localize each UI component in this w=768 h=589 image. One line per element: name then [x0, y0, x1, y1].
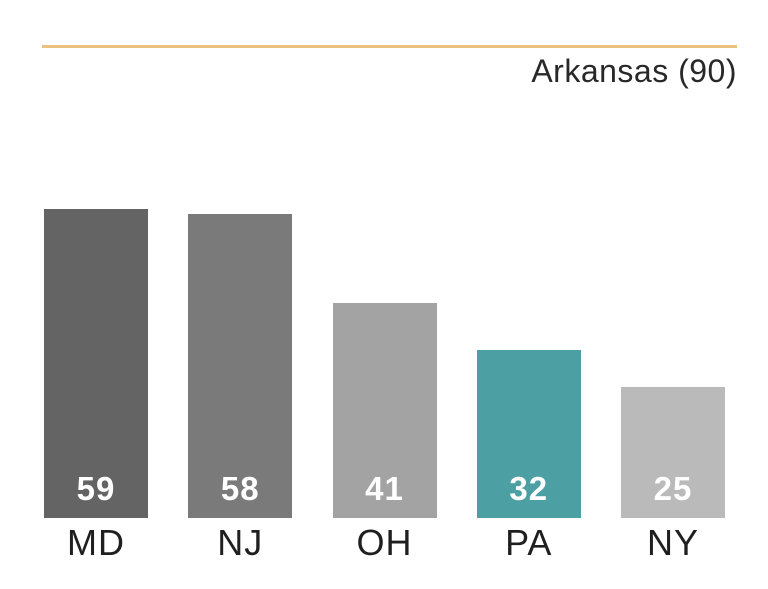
bar-value-pa: 32 — [509, 470, 549, 507]
bar-group-ny: 25 NY — [621, 46, 725, 563]
reference-label: Arkansas (90) — [531, 53, 737, 89]
bar-group-pa: 32 PA — [476, 46, 581, 563]
bar-value-oh: 41 — [365, 470, 404, 507]
bar-value-ny: 25 — [653, 470, 693, 507]
bar-group-oh: 41 OH — [332, 46, 437, 563]
bar-pa: 32 — [476, 350, 581, 518]
bar-group-nj: 58 NJ — [188, 46, 293, 563]
bar-chart: 59 MD 58 NJ 41 OH 32 PA 25 NY — [44, 46, 725, 563]
bar-label-oh: OH — [356, 522, 413, 563]
bar-group-md: 59 MD — [44, 46, 148, 563]
bar-label-nj: NJ — [217, 522, 264, 563]
bar-md: 59 — [44, 209, 148, 518]
bar-ny: 25 — [621, 387, 725, 518]
bar-label-md: MD — [67, 522, 125, 563]
bar-value-md: 59 — [76, 470, 116, 507]
bar-label-pa: PA — [505, 522, 553, 563]
bar-oh: 41 — [332, 303, 437, 518]
bar-value-nj: 58 — [220, 470, 260, 507]
bar-nj: 58 — [188, 214, 293, 518]
reference-line — [42, 45, 737, 48]
bar-label-ny: NY — [646, 522, 699, 563]
